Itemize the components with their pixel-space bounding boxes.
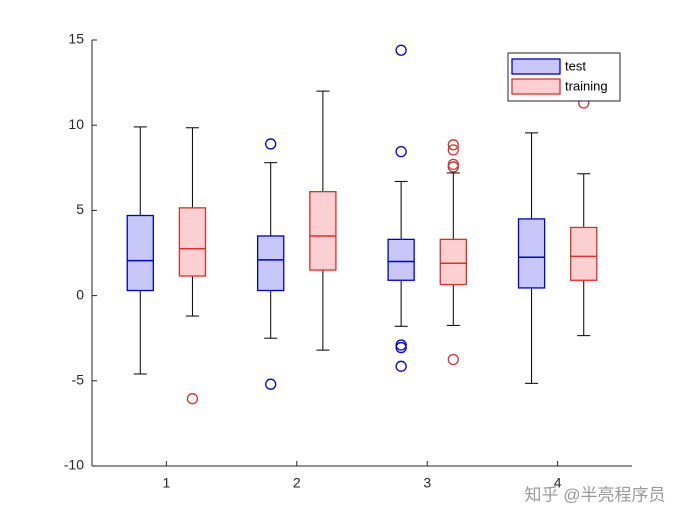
box bbox=[309, 191, 337, 271]
watermark: 知乎 @半亮程序员 bbox=[525, 485, 666, 504]
outlier bbox=[395, 44, 407, 56]
outlier bbox=[447, 144, 459, 156]
outlier bbox=[395, 341, 407, 354]
box bbox=[439, 238, 467, 286]
y-tick-label: 0 bbox=[76, 286, 84, 302]
outlier bbox=[265, 138, 277, 150]
y-tick-label: -5 bbox=[72, 372, 85, 388]
outlier bbox=[395, 145, 407, 158]
x-tick-label: 4 bbox=[554, 475, 562, 491]
x-tick-label: 3 bbox=[423, 475, 431, 491]
outlier bbox=[447, 158, 459, 171]
y-tick-label: 10 bbox=[68, 116, 84, 132]
y-tick-label: 15 bbox=[68, 31, 84, 47]
outlier bbox=[447, 353, 459, 366]
outlier bbox=[395, 339, 407, 351]
box bbox=[257, 235, 285, 292]
outlier bbox=[447, 161, 459, 173]
outlier bbox=[395, 360, 407, 372]
outlier bbox=[265, 378, 277, 390]
box bbox=[570, 226, 598, 281]
box bbox=[517, 218, 546, 289]
outlier bbox=[186, 393, 199, 405]
box bbox=[126, 214, 154, 292]
legend-swatch bbox=[511, 78, 561, 95]
box bbox=[178, 207, 207, 277]
legend-label: test bbox=[565, 58, 586, 73]
x-tick-label: 2 bbox=[293, 475, 301, 491]
x-tick-label: 1 bbox=[162, 475, 170, 491]
y-tick-label: 5 bbox=[76, 201, 84, 217]
y-tick-label: -10 bbox=[64, 457, 84, 473]
box bbox=[387, 238, 415, 281]
legend-swatch bbox=[511, 58, 561, 75]
legend-label: training bbox=[565, 78, 608, 93]
outlier bbox=[447, 139, 459, 151]
